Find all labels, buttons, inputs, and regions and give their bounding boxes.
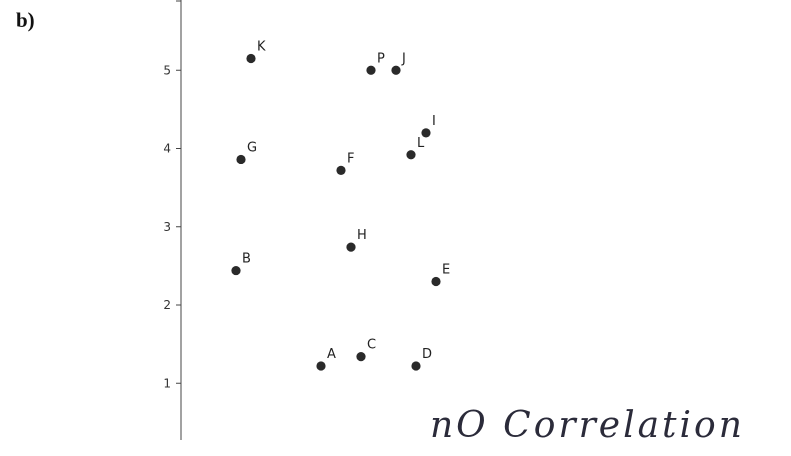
data-point-a (316, 361, 325, 370)
point-label-k: K (257, 40, 266, 55)
handwritten-note: nO Correlation (430, 405, 745, 446)
point-label-l: L (417, 136, 425, 151)
point-label-h: H (357, 228, 367, 243)
point-label-i: I (432, 114, 436, 129)
data-point-h (346, 242, 355, 251)
data-point-l (406, 150, 415, 159)
point-label-e: E (442, 263, 450, 278)
data-point-d (411, 361, 420, 370)
data-point-k (246, 54, 255, 63)
y-tick-label: 5 (163, 63, 171, 77)
y-tick-label: 2 (163, 298, 171, 312)
y-tick-label: 3 (163, 220, 171, 234)
point-label-j: J (401, 51, 406, 66)
data-point-e (431, 277, 440, 286)
point-label-f: F (347, 151, 354, 166)
data-point-j (391, 66, 400, 75)
point-label-g: G (247, 140, 257, 155)
point-label-d: D (422, 347, 432, 362)
y-tick-label: 4 (163, 142, 171, 156)
point-label-p: P (377, 51, 385, 66)
y-axis: 1 2 3 4 5 (163, 0, 181, 440)
data-point-p (366, 66, 375, 75)
points-layer: K P J IL G F H B E A C D (231, 40, 450, 371)
y-tick-label: 1 (163, 376, 171, 390)
point-label-c: C (367, 338, 376, 353)
point-label-a: A (327, 347, 336, 362)
data-point-g (236, 155, 245, 164)
data-point-b (231, 266, 240, 275)
data-point-c (356, 352, 365, 361)
point-label-b: B (242, 252, 251, 267)
data-point-f (336, 166, 345, 175)
